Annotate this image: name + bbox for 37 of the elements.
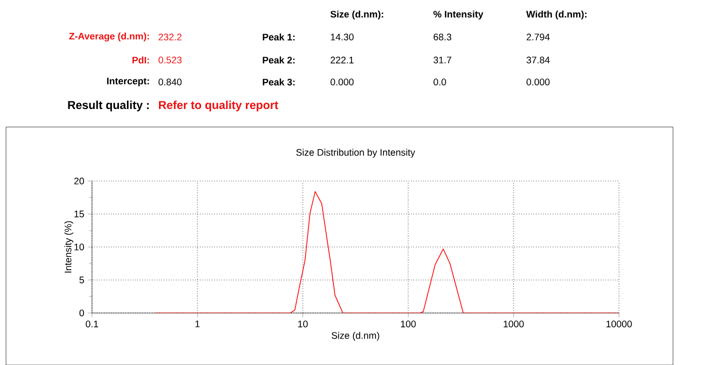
text: 0.0 bbox=[434, 78, 446, 86]
text: 232.2 bbox=[158, 34, 182, 40]
y-axis-title: Intensity (%) bbox=[64, 221, 74, 273]
x-tick-label: 1 bbox=[195, 320, 200, 328]
text: 0.523 bbox=[158, 56, 182, 64]
text: 222.1 bbox=[330, 56, 354, 64]
chart-title: Size Distribution by Intensity bbox=[296, 148, 416, 158]
text: Z-Average (d.nm): bbox=[69, 32, 149, 42]
text: Intercept: bbox=[107, 78, 149, 86]
text: % Intensity bbox=[433, 10, 484, 20]
text: Width (d.nm): bbox=[526, 10, 586, 20]
x-tick-label: 0.1 bbox=[86, 320, 98, 328]
text: 37.84 bbox=[526, 56, 550, 64]
x-tick-label: 1000 bbox=[504, 320, 524, 328]
x-axis-title: Size (d.nm) bbox=[332, 332, 380, 341]
y-tick-label: 20 bbox=[74, 178, 84, 184]
x-tick-label: 10 bbox=[298, 320, 308, 328]
text: Refer to quality report bbox=[158, 100, 278, 112]
text: Peak 1: bbox=[262, 34, 295, 40]
text: Peak 3: bbox=[262, 78, 295, 86]
x-tick-label: 10000 bbox=[606, 320, 632, 328]
y-tick-label: 10 bbox=[74, 244, 84, 250]
text: 0.840 bbox=[158, 78, 182, 86]
y-tick-label: 0 bbox=[79, 310, 84, 316]
text: PdI: bbox=[132, 56, 149, 64]
text: 14.30 bbox=[330, 34, 354, 40]
text: 0.000 bbox=[526, 78, 550, 86]
x-tick-label: 100 bbox=[400, 320, 416, 328]
text: Result quality : bbox=[68, 100, 149, 112]
text: 2.794 bbox=[526, 34, 550, 40]
text: 0.000 bbox=[330, 78, 354, 86]
text: 68.3 bbox=[434, 34, 452, 40]
text: 31.7 bbox=[434, 56, 452, 64]
y-tick-label: 5 bbox=[79, 276, 84, 284]
y-tick-label: 15 bbox=[74, 210, 84, 218]
text: Peak 2: bbox=[262, 56, 295, 64]
text: Size (d.nm): bbox=[330, 10, 384, 20]
